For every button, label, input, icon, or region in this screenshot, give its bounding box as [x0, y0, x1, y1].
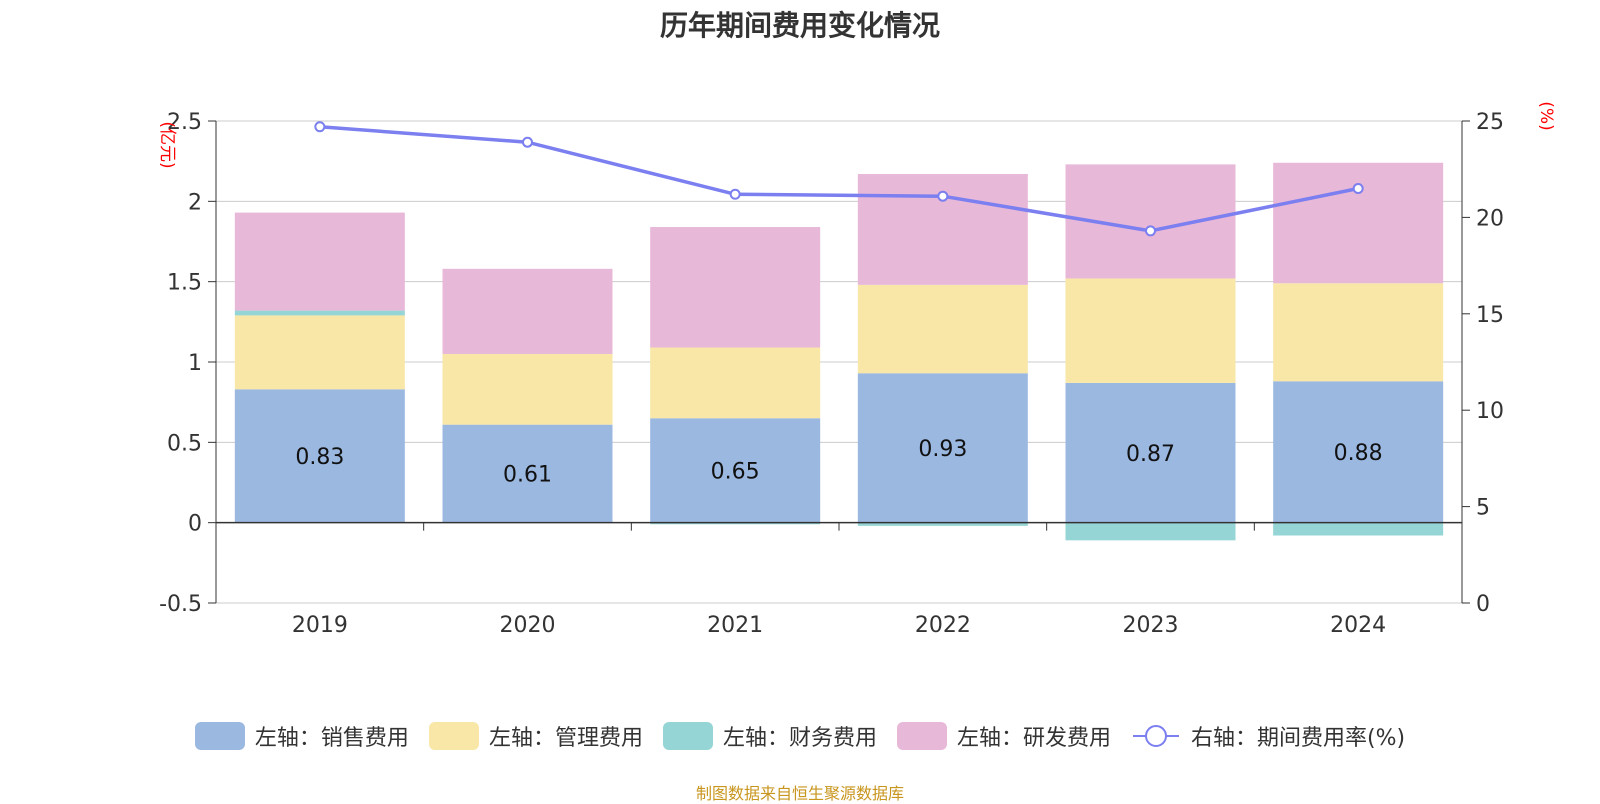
bar-segment: [442, 424, 613, 523]
bar-stacks: [234, 162, 1444, 541]
left-axis-unit: (亿元): [157, 121, 177, 168]
bar-segment: [1273, 283, 1444, 382]
legend-swatch: [428, 722, 479, 750]
bar-segment: [234, 389, 405, 523]
legend-label: 左轴：财务费用: [722, 726, 877, 751]
rate-point: [937, 190, 949, 202]
left-tick-label: 0.5: [167, 431, 202, 456]
right-tick-label: 20: [1476, 206, 1504, 231]
bar-segment: [442, 268, 613, 354]
gridlines: [216, 120, 1462, 604]
rate-line: [314, 121, 1364, 237]
right-tick-label: 25: [1476, 110, 1504, 135]
left-tick-label: 1: [188, 351, 202, 376]
left-tick-label: 2: [188, 190, 202, 215]
legend-swatch: [896, 722, 947, 750]
source-note: 制图数据来自恒生聚源数据库: [695, 784, 904, 803]
data-label: 0.87: [1126, 442, 1175, 467]
chart-title: 历年期间费用变化情况: [659, 9, 940, 42]
rate-point: [1352, 182, 1364, 194]
bar-segment: [1273, 522, 1444, 536]
data-label: 0.83: [295, 445, 344, 470]
legend-item[interactable]: 左轴：管理费用: [428, 720, 643, 752]
bar-segment: [857, 284, 1028, 374]
right-tick-label: 15: [1476, 303, 1504, 328]
legend: 左轴：销售费用 左轴：管理费用 左轴：财务费用 左轴：研发费用 右轴：期间费用率(%): [0, 720, 1600, 752]
rate-line-path: [319, 125, 1359, 233]
data-label: 0.88: [1334, 441, 1383, 466]
bar-segment: [650, 418, 821, 523]
right-tick-label: 10: [1476, 399, 1504, 424]
bar-segment: [857, 373, 1028, 523]
bar-segment: [1273, 381, 1444, 523]
data-labels: 0.83 0.61 0.65 0.93 0.87 0.88: [295, 437, 1382, 488]
right-tick-label: 0: [1476, 592, 1490, 617]
legend-item[interactable]: 左轴：销售费用: [194, 720, 409, 752]
rate-point: [729, 188, 741, 200]
legend-line-marker-icon: [1132, 725, 1179, 747]
left-tick-label: 2.5: [167, 110, 202, 135]
x-tick-label: 2020: [500, 613, 556, 638]
left-tick-label: 0: [188, 512, 202, 537]
x-tick-label: 2023: [1123, 613, 1179, 638]
right-tick-label: 5: [1476, 496, 1490, 521]
bar-segment: [1273, 162, 1444, 284]
x-tick-label: 2019: [292, 613, 348, 638]
legend-label: 左轴：销售费用: [254, 726, 409, 751]
bar-segment: [650, 347, 821, 419]
x-tick-label: 2021: [707, 613, 763, 638]
legend-item[interactable]: 左轴：财务费用: [662, 720, 877, 752]
rate-point: [522, 136, 533, 148]
data-label: 0.61: [503, 463, 552, 488]
left-tick-label: -0.5: [159, 592, 202, 617]
bar-segment: [234, 212, 405, 311]
bar-segment: [650, 227, 821, 348]
legend-swatch: [194, 722, 245, 750]
data-label: 0.93: [918, 437, 967, 462]
left-tick-label: 1.5: [167, 271, 202, 296]
data-label: 0.65: [711, 459, 760, 484]
bar-segment: [234, 315, 405, 390]
rate-point: [1145, 225, 1156, 237]
bar-segment: [442, 353, 613, 425]
axes: -0.5 0 0.5 1 1.5 2 2.5 0 5 10 15 20 25 2019 2020 2021 20…: [159, 110, 1504, 638]
bar-segment: [1065, 278, 1236, 383]
right-axis-unit: (%): [1536, 101, 1556, 130]
bar-segment: [857, 174, 1028, 285]
legend-label: 右轴：期间费用率(%): [1190, 726, 1406, 751]
legend-label: 左轴：研发费用: [956, 726, 1111, 751]
rate-point: [314, 121, 326, 133]
x-tick-label: 2022: [915, 613, 971, 638]
bar-segment: [650, 522, 821, 525]
legend-item[interactable]: 右轴：期间费用率(%): [1131, 720, 1405, 752]
legend-item[interactable]: 左轴：研发费用: [896, 720, 1111, 752]
legend-swatch: [662, 722, 713, 750]
chart-plot: -0.5 0 0.5 1 1.5 2 2.5 0 5 10 15 20 25 2019 2020 2021 20…: [157, 101, 1556, 638]
bar-segment: [1065, 382, 1236, 523]
bar-segment: [1065, 522, 1236, 541]
legend-label: 左轴：管理费用: [488, 726, 643, 751]
bar-segment: [234, 310, 405, 316]
bar-segment: [857, 522, 1028, 526]
x-tick-label: 2024: [1330, 613, 1386, 638]
